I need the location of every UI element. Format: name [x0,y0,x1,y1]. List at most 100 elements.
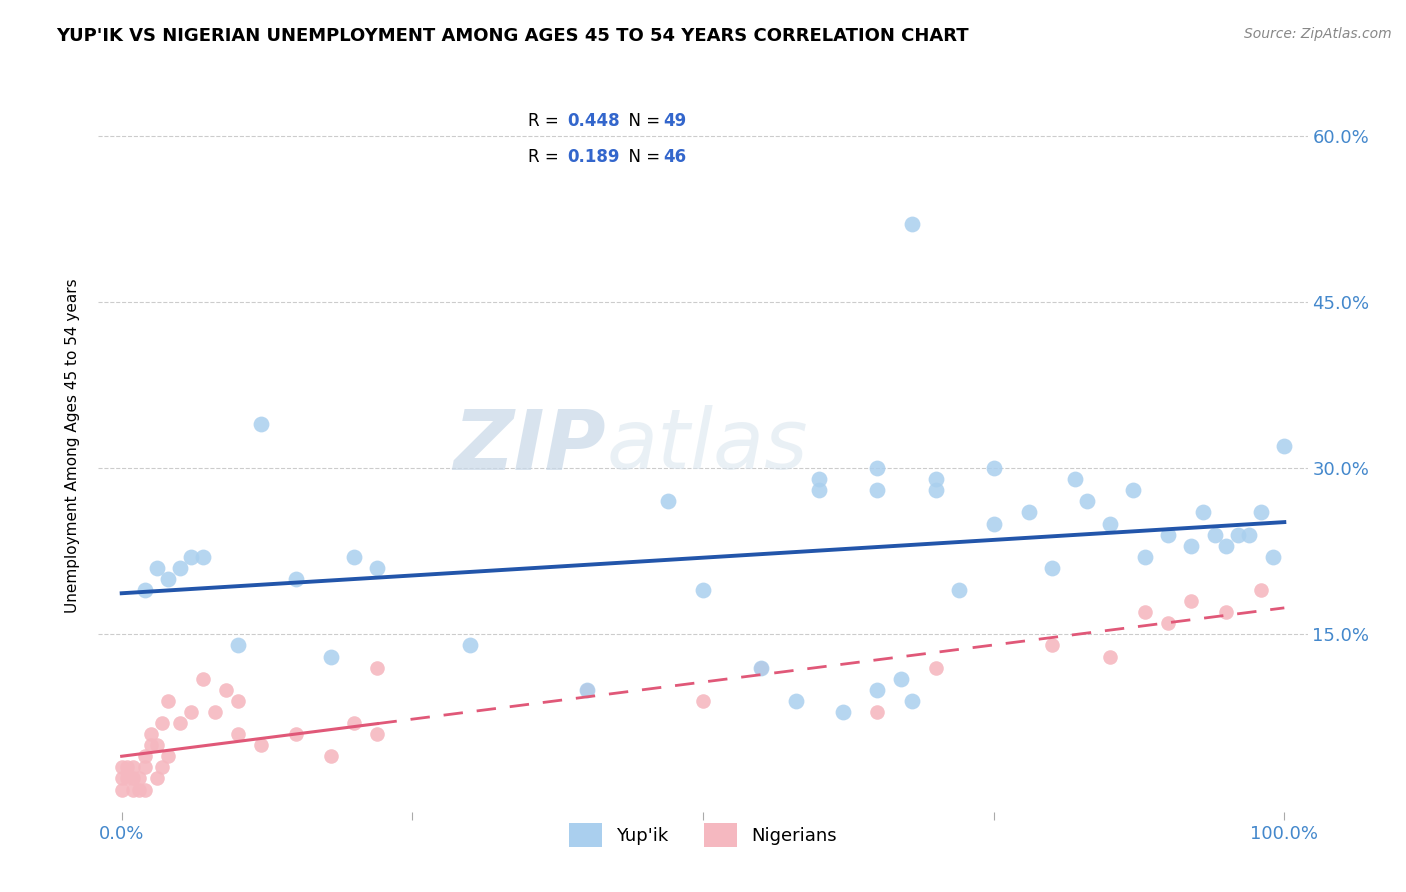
Point [150,760,173,774]
Point [226,694,249,708]
Point [657,494,679,508]
Point [1204,527,1226,541]
Point [1157,527,1180,541]
Point [1133,549,1156,564]
Point [749,660,772,674]
Point [1250,506,1272,520]
Point [1215,539,1237,553]
Point [808,472,831,486]
Point [901,218,924,232]
Point [1226,527,1249,541]
Point [808,483,831,498]
Point [1239,527,1261,541]
Point [157,572,180,586]
Point [111,782,134,797]
Point [1018,506,1040,520]
Point [180,549,202,564]
Point [983,516,1005,531]
Point [191,672,214,686]
Point [145,772,167,786]
Point [134,760,156,774]
Point [157,694,180,708]
Point [134,782,156,797]
Point [319,749,342,764]
Point [366,660,388,674]
Point [122,760,145,774]
Point [250,738,273,752]
Point [1040,639,1063,653]
Text: YUP'IK VS NIGERIAN UNEMPLOYMENT AMONG AGES 45 TO 54 YEARS CORRELATION CHART: YUP'IK VS NIGERIAN UNEMPLOYMENT AMONG AG… [56,27,969,45]
Point [150,716,173,731]
Text: Source: ZipAtlas.com: Source: ZipAtlas.com [1244,27,1392,41]
Point [924,660,946,674]
Point [692,694,714,708]
Point [575,682,598,697]
Point [139,727,162,741]
Point [343,549,366,564]
Text: 0.189: 0.189 [568,148,620,166]
Point [145,738,167,752]
Point [226,639,249,653]
Point [1250,583,1272,598]
Point [831,705,853,719]
Point [1076,494,1098,508]
Point [866,682,889,697]
Point [866,705,889,719]
Text: 46: 46 [664,148,686,166]
Point [866,483,889,498]
Text: 0.448: 0.448 [568,112,620,129]
Point [785,694,807,708]
Point [122,782,145,797]
Point [1122,483,1144,498]
Point [134,583,156,598]
Point [924,483,946,498]
Point [128,772,150,786]
Point [285,727,308,741]
Point [285,572,308,586]
Point [180,705,202,719]
Text: N =: N = [619,148,665,166]
Point [460,639,482,653]
Point [1272,439,1295,453]
Point [1180,539,1202,553]
Point [1133,605,1156,619]
Point [1040,561,1063,575]
Point [1157,616,1180,631]
Point [1215,605,1237,619]
Point [226,727,249,741]
Point [250,417,273,431]
Point [692,583,714,598]
Point [145,561,167,575]
Y-axis label: Unemployment Among Ages 45 to 54 years: Unemployment Among Ages 45 to 54 years [65,278,80,614]
Point [215,682,238,697]
Text: ZIP: ZIP [454,406,606,486]
Point [901,694,924,708]
Point [948,583,970,598]
Point [343,716,366,731]
Point [983,461,1005,475]
Text: R =: R = [527,112,564,129]
Point [157,749,180,764]
Point [169,561,191,575]
Point [1098,649,1121,664]
Point [122,772,145,786]
Point [134,749,156,764]
Point [139,738,162,752]
Point [366,561,388,575]
Point [749,660,772,674]
Point [366,727,388,741]
Legend: Yup'ik, Nigerians: Yup'ik, Nigerians [562,816,844,854]
Point [169,716,191,731]
Text: atlas: atlas [606,406,808,486]
Point [866,461,889,475]
Point [1192,506,1215,520]
Point [111,760,134,774]
Point [1261,549,1284,564]
Point [575,682,598,697]
Point [128,782,150,797]
Point [191,549,214,564]
Point [111,772,134,786]
Text: R =: R = [527,148,569,166]
Point [890,672,912,686]
Point [117,772,139,786]
